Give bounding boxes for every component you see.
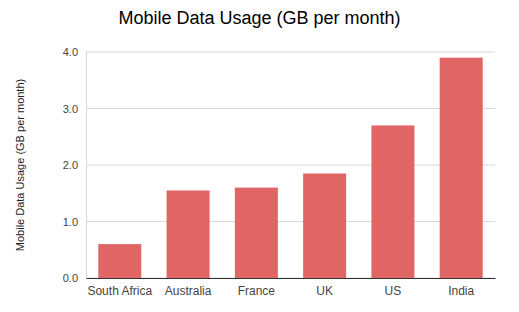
y-tick: 0.0 xyxy=(63,272,86,284)
y-axis: 0.0 1.0 2.0 3.0 4.0 xyxy=(63,46,87,284)
bar xyxy=(98,244,141,278)
chart: 0.0 1.0 2.0 3.0 4.0 South Africa Australia Fran… xyxy=(0,0,519,312)
y-tick-label: 1.0 xyxy=(63,216,78,228)
x-tick: Australia xyxy=(165,278,212,298)
y-tick-label: 2.0 xyxy=(63,159,78,171)
x-tick: UK xyxy=(316,278,333,298)
y-tick-label: 3.0 xyxy=(63,103,78,115)
y-axis-title: Mobile Data Usage (GB per month) xyxy=(14,79,26,251)
x-tick-label: South Africa xyxy=(87,284,152,298)
bars xyxy=(98,58,482,278)
title: Mobile Data Usage (GB per month) xyxy=(118,8,400,28)
bar xyxy=(303,173,346,278)
x-tick: India xyxy=(448,278,474,298)
x-tick: US xyxy=(385,278,402,298)
bar xyxy=(167,190,210,278)
y-tick: 1.0 xyxy=(63,216,86,228)
y-tick: 2.0 xyxy=(63,159,86,171)
x-axis: South Africa Australia France UK US India xyxy=(87,278,496,298)
x-tick-label: India xyxy=(448,284,474,298)
grid-line xyxy=(86,108,495,109)
y-axis-line xyxy=(86,53,87,279)
grid-line xyxy=(86,165,495,166)
y-tick-label: 4.0 xyxy=(63,46,78,58)
x-tick-label: UK xyxy=(316,284,333,298)
x-tick: France xyxy=(238,278,276,298)
bar xyxy=(371,125,414,278)
x-tick: South Africa xyxy=(87,278,152,298)
y-tick: 3.0 xyxy=(63,103,86,115)
x-tick-label: France xyxy=(238,284,276,298)
bar xyxy=(440,58,483,278)
x-axis-line xyxy=(87,278,496,279)
grid-line xyxy=(86,221,495,222)
grid-line xyxy=(86,278,495,279)
grid-line xyxy=(86,52,495,53)
grid xyxy=(86,52,495,278)
y-tick-label: 0.0 xyxy=(63,272,78,284)
plot: 0.0 1.0 2.0 3.0 4.0 South Africa Australia Fran… xyxy=(63,46,496,298)
x-tick-label: US xyxy=(385,284,402,298)
bar xyxy=(235,188,278,278)
x-tick-label: Australia xyxy=(165,284,212,298)
y-tick: 4.0 xyxy=(63,46,86,58)
